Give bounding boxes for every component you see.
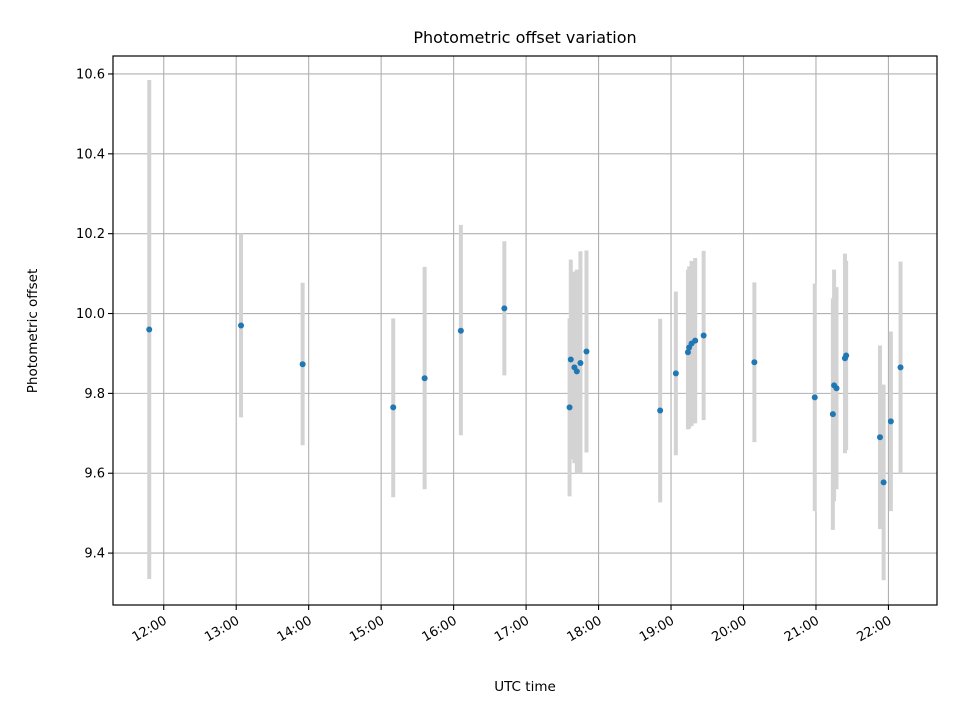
data-point — [501, 305, 508, 312]
data-point — [829, 411, 836, 418]
data-point — [421, 375, 428, 382]
data-point — [390, 404, 397, 411]
data-point — [457, 327, 464, 334]
data-point — [684, 349, 691, 356]
data-point — [887, 418, 894, 425]
data-point — [583, 348, 590, 355]
y-axis-label: Photometric offset — [25, 269, 41, 393]
data-point — [567, 356, 574, 363]
y-tick-label: 9.4 — [84, 547, 105, 562]
data-point — [238, 322, 245, 329]
data-point — [751, 359, 758, 366]
data-point — [672, 370, 679, 377]
y-tick-label: 10.6 — [76, 67, 105, 82]
x-axis-label: UTC time — [494, 679, 556, 695]
data-point — [657, 407, 664, 414]
y-tick-label: 10.4 — [76, 147, 105, 162]
y-tick-label: 10.2 — [76, 227, 105, 242]
y-tick-label: 10.0 — [76, 307, 105, 322]
data-point — [573, 368, 580, 375]
data-point — [843, 352, 850, 359]
data-point — [876, 434, 883, 441]
data-point — [811, 394, 818, 401]
plot-frame — [112, 55, 938, 606]
data-point — [146, 326, 153, 333]
y-tick-label: 9.6 — [84, 467, 105, 482]
data-point — [880, 479, 887, 486]
data-point — [833, 385, 840, 392]
data-points — [146, 305, 904, 486]
data-point — [566, 404, 573, 411]
data-point — [692, 337, 699, 344]
data-point — [299, 361, 306, 368]
y-tick-label: 9.8 — [84, 387, 105, 402]
chart-title: Photometric offset variation — [413, 28, 636, 47]
data-point — [577, 360, 584, 367]
data-point — [700, 332, 707, 339]
data-point — [897, 364, 904, 371]
